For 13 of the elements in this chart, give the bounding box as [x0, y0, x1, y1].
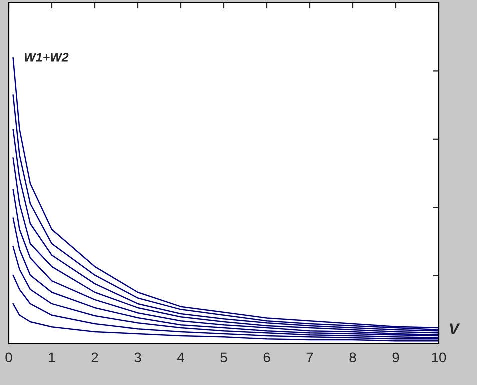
x-tick-label: 6 [264, 352, 270, 363]
x-tick-label: 5 [220, 352, 228, 363]
y-axis-title: W1+W2 [24, 53, 69, 62]
x-axis-title: V [450, 324, 460, 334]
x-tick-label: 4 [177, 352, 184, 362]
x-tick-label: 0 [6, 352, 12, 363]
x-tick-label: 7 [306, 352, 314, 362]
x-tick-label: 2 [92, 352, 98, 362]
x-tick-label: 9 [392, 352, 400, 363]
x-tick-label: 10 [432, 352, 446, 363]
x-tick-label: 1 [49, 352, 56, 362]
x-tick-label: 3 [134, 352, 142, 363]
x-tick-label: 8 [350, 352, 356, 363]
